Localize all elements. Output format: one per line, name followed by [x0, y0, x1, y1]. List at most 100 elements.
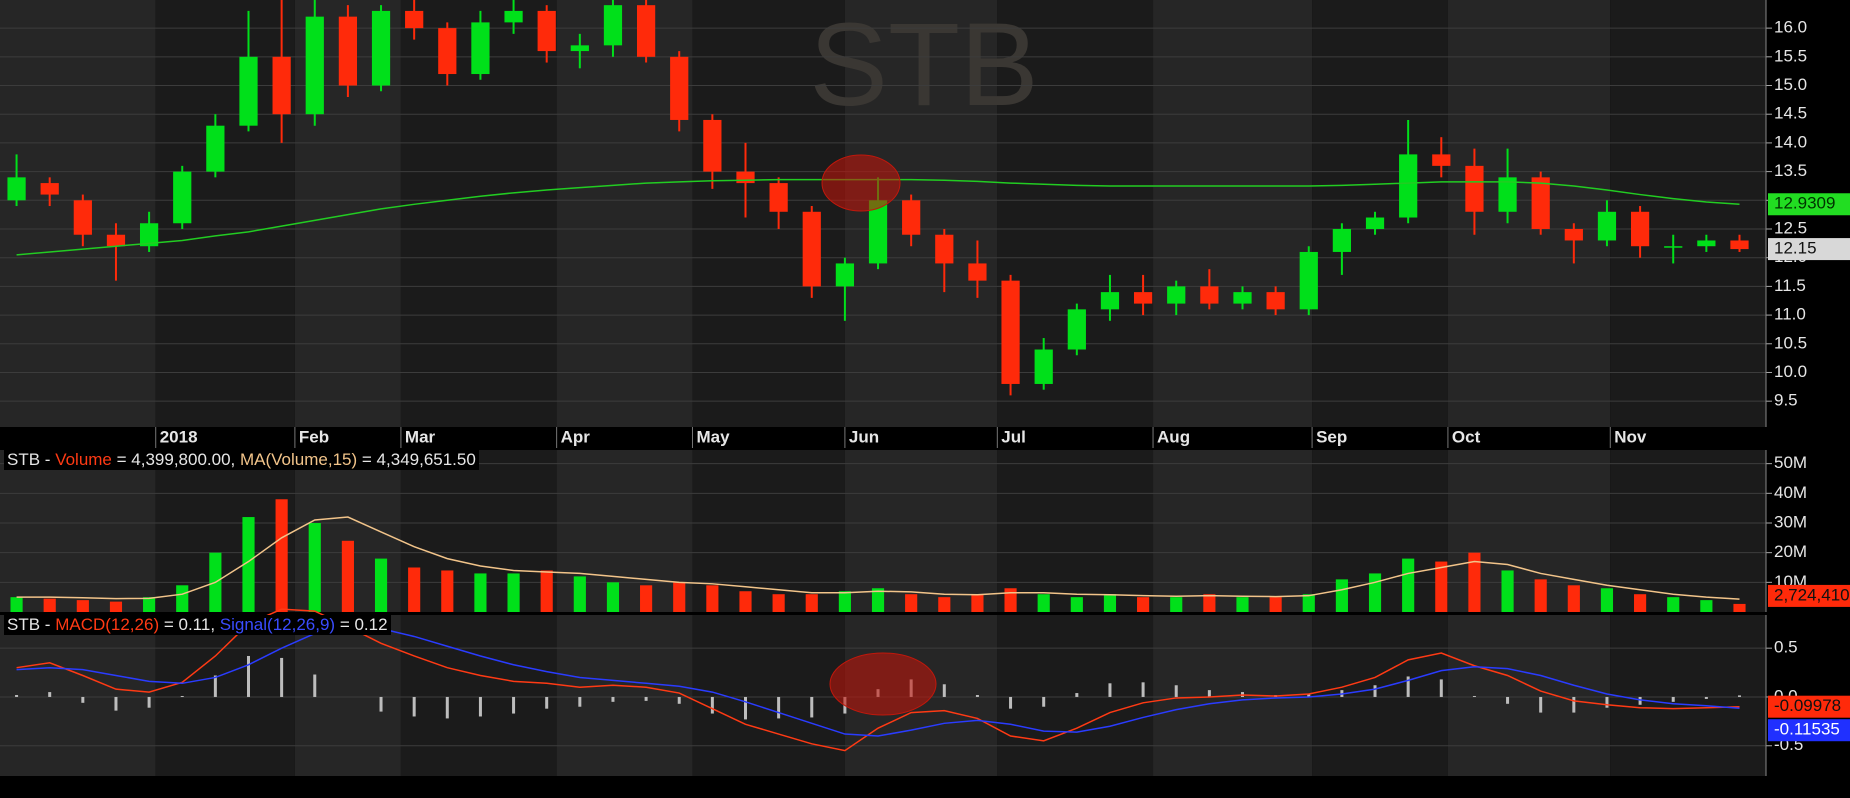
x-tick-label: Jul: [1001, 427, 1026, 446]
volume-bar: [1634, 594, 1647, 612]
header-text: Signal(12,26,9): [219, 615, 336, 634]
candle-body: [1730, 240, 1749, 250]
y-tick-label: 10.0: [1774, 362, 1807, 381]
histogram-bar: [1472, 695, 1476, 697]
candle-body: [1630, 211, 1650, 247]
month-band: [294, 615, 401, 776]
candle-body: [835, 263, 855, 287]
volume-bar: [772, 594, 785, 612]
header-text: STB -: [7, 615, 51, 634]
header-text: = 4,349,651.50: [361, 450, 476, 469]
volume-bar: [1302, 594, 1315, 612]
histogram-bar: [1373, 685, 1377, 697]
volume-bar: [1137, 597, 1150, 612]
y-tick-label: 9.5: [1774, 391, 1798, 410]
histogram-bar: [1539, 696, 1543, 713]
candle-body: [968, 263, 987, 281]
y-tick-label: 40M: [1774, 483, 1807, 502]
macd-header: STB - MACD(12,26) = 0.11, Signal(12,26,9…: [4, 615, 391, 635]
volume-header: STB - Volume = 4,399,800.00, MA(Volume,1…: [4, 450, 479, 470]
volume-bar: [706, 585, 719, 612]
watermark: STB: [809, 0, 1039, 131]
y-tick-label: 20M: [1774, 542, 1807, 561]
volume-bar: [905, 594, 918, 612]
value-box-label: -0.09978: [1774, 696, 1841, 715]
histogram-bar: [512, 696, 516, 714]
histogram-bar: [445, 696, 449, 719]
month-band: [556, 0, 693, 427]
histogram-bar: [710, 696, 714, 714]
y-tick-label: 13.5: [1774, 161, 1807, 180]
volume-bar: [76, 600, 89, 612]
volume-bar: [540, 570, 553, 612]
month-band: [997, 450, 1154, 612]
candle-body: [139, 223, 159, 247]
volume-bar: [143, 597, 156, 612]
y-tick-label: 30M: [1774, 512, 1807, 531]
x-tick-label: Apr: [561, 427, 591, 446]
candle-body: [1034, 349, 1053, 384]
candle-body: [1266, 292, 1285, 310]
histogram-bar: [48, 692, 52, 697]
y-tick-label: 15.5: [1774, 46, 1807, 65]
candle-body: [338, 16, 358, 86]
volume-bar: [1700, 600, 1713, 612]
month-band: [1153, 0, 1313, 427]
candle-body: [1133, 292, 1153, 304]
y-tick-label: 15.0: [1774, 75, 1807, 94]
volume-bar: [1368, 573, 1382, 612]
month-band: [692, 615, 845, 776]
header-text: MA(Volume,15): [240, 450, 358, 469]
histogram-bar: [578, 696, 582, 707]
histogram-bar: [1638, 696, 1642, 705]
histogram-bar: [1141, 682, 1145, 697]
y-tick-label: 14.5: [1774, 104, 1807, 123]
volume-bar: [474, 573, 487, 612]
histogram-bar: [246, 655, 250, 697]
y-tick-label: 11.0: [1774, 305, 1806, 324]
month-band: [0, 450, 156, 612]
candle-body: [405, 10, 424, 29]
month-band: [997, 615, 1154, 776]
histogram-bar: [644, 696, 648, 701]
volume-bar: [1534, 579, 1547, 612]
annotation-circle: [821, 154, 901, 212]
x-tick-label: Nov: [1614, 427, 1647, 446]
volume-bar: [1236, 597, 1249, 612]
header-text: STB -: [7, 450, 51, 469]
volume-bar: [673, 582, 686, 612]
x-tick-label: May: [696, 427, 730, 446]
histogram-bar: [975, 695, 979, 697]
candle-body: [868, 200, 888, 264]
volume-bar: [43, 598, 56, 612]
month-band: [1312, 0, 1448, 427]
volume-bar: [408, 567, 421, 612]
value-box-label: 12.15: [1774, 239, 1817, 258]
candle-body: [570, 45, 589, 52]
histogram-bar: [1174, 685, 1178, 697]
volume-bar: [971, 594, 984, 612]
histogram-bar: [412, 696, 416, 717]
candle-body: [902, 200, 921, 235]
histogram-bar: [1439, 679, 1443, 697]
x-tick-label: Sep: [1316, 427, 1347, 446]
volume-bar: [1170, 597, 1183, 612]
candle-body: [1664, 246, 1683, 248]
candle-body: [40, 183, 59, 195]
volume-bar: [1004, 588, 1017, 612]
y-tick-label: 11.5: [1774, 276, 1806, 295]
month-band: [155, 450, 295, 612]
candle-body: [106, 234, 126, 247]
candle-body: [1432, 154, 1451, 166]
candle-body: [537, 10, 556, 52]
value-box: [1768, 695, 1850, 718]
histogram-bar: [1506, 696, 1510, 704]
volume-bar: [1501, 570, 1514, 612]
volume-bar: [1070, 597, 1083, 612]
candle-body: [305, 16, 324, 115]
volume-bar: [1402, 558, 1415, 612]
candle-body: [736, 171, 755, 184]
histogram-bar: [81, 696, 85, 703]
line: [16, 625, 1740, 737]
candle-body: [935, 234, 954, 264]
